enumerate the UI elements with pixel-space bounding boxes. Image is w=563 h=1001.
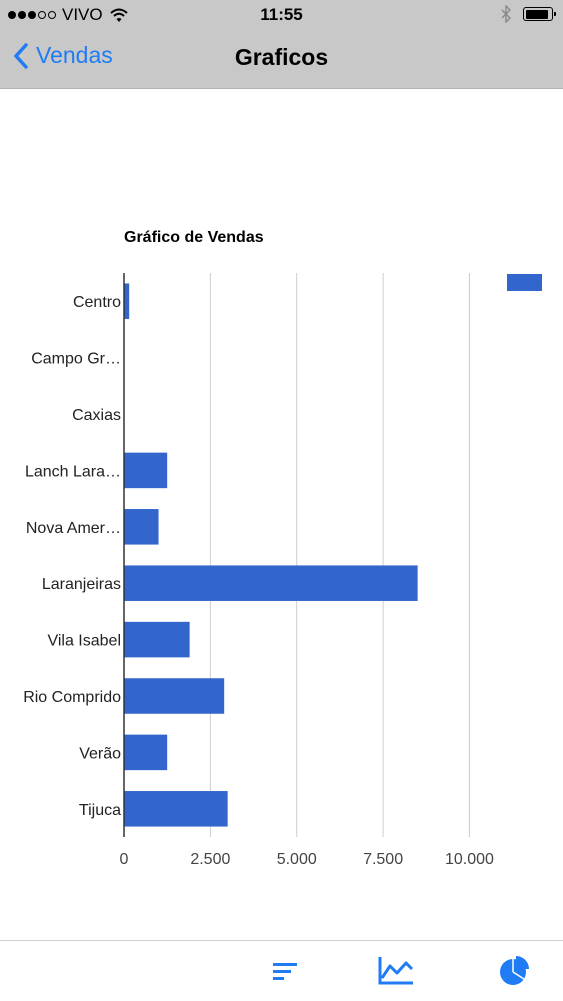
chart-bar (124, 678, 225, 714)
x-tick-label: 2.500 (190, 851, 230, 868)
x-tick-label: 5.000 (277, 851, 317, 868)
wifi-icon (109, 8, 128, 22)
tab-pie-chart[interactable] (494, 951, 534, 991)
x-tick-label: 7.500 (363, 851, 403, 868)
chart-bar (124, 791, 228, 827)
status-left: VIVO (8, 5, 129, 25)
category-label: Rio Comprido (23, 689, 121, 706)
category-label: Nova Amer… (26, 520, 121, 537)
sales-bar-chart: Gráfico de Vendas Centro Campo Gr… Caxias L… (23, 229, 542, 868)
signal-strength-icon (8, 11, 56, 19)
category-label: Centro (73, 294, 121, 311)
tab-line-chart[interactable] (376, 951, 416, 991)
chart-x-tick-labels: 0 2.500 5.000 7.500 10.000 (120, 851, 494, 868)
chart-bars (124, 283, 418, 827)
chart-bar (124, 509, 159, 545)
category-label: Verão (79, 745, 121, 762)
back-button[interactable]: Vendas (14, 42, 113, 69)
legend-swatch (507, 274, 542, 291)
chevron-left-icon (14, 42, 28, 69)
status-bar: VIVO 11:55 (0, 0, 563, 30)
back-button-label: Vendas (36, 42, 113, 68)
status-time: 11:55 (260, 5, 303, 24)
category-label: Caxias (72, 407, 121, 424)
status-right (501, 5, 556, 23)
line-chart-icon (378, 957, 414, 985)
tab-bar (0, 940, 563, 1001)
x-tick-label: 0 (120, 851, 129, 868)
navigation-bar: Vendas Graficos (0, 30, 563, 89)
chart-bar (124, 452, 168, 489)
chart-bar (124, 621, 190, 658)
pie-chart-icon (500, 956, 529, 985)
chart-bar (124, 283, 130, 319)
chart-bar (124, 734, 168, 771)
category-label: Campo Gr… (31, 351, 121, 368)
tab-sort[interactable] (265, 951, 305, 991)
chart-bar (124, 565, 418, 601)
category-label: Lanch Lara… (25, 463, 121, 480)
sort-icon (273, 963, 297, 980)
category-label: Laranjeiras (42, 576, 121, 593)
chart-gridlines (209, 273, 470, 837)
page-title: Graficos (234, 44, 329, 70)
chart-category-labels: Centro Campo Gr… Caxias Lanch Lara… Nova Ame… (23, 294, 121, 819)
battery-icon (523, 7, 556, 21)
chart-title: Gráfico de Vendas (124, 229, 264, 246)
category-label: Tijuca (79, 802, 121, 819)
bluetooth-icon (501, 5, 511, 23)
carrier-label: VIVO (62, 5, 103, 24)
category-label: Vila Isabel (47, 633, 121, 650)
x-tick-label: 10.000 (445, 851, 494, 868)
